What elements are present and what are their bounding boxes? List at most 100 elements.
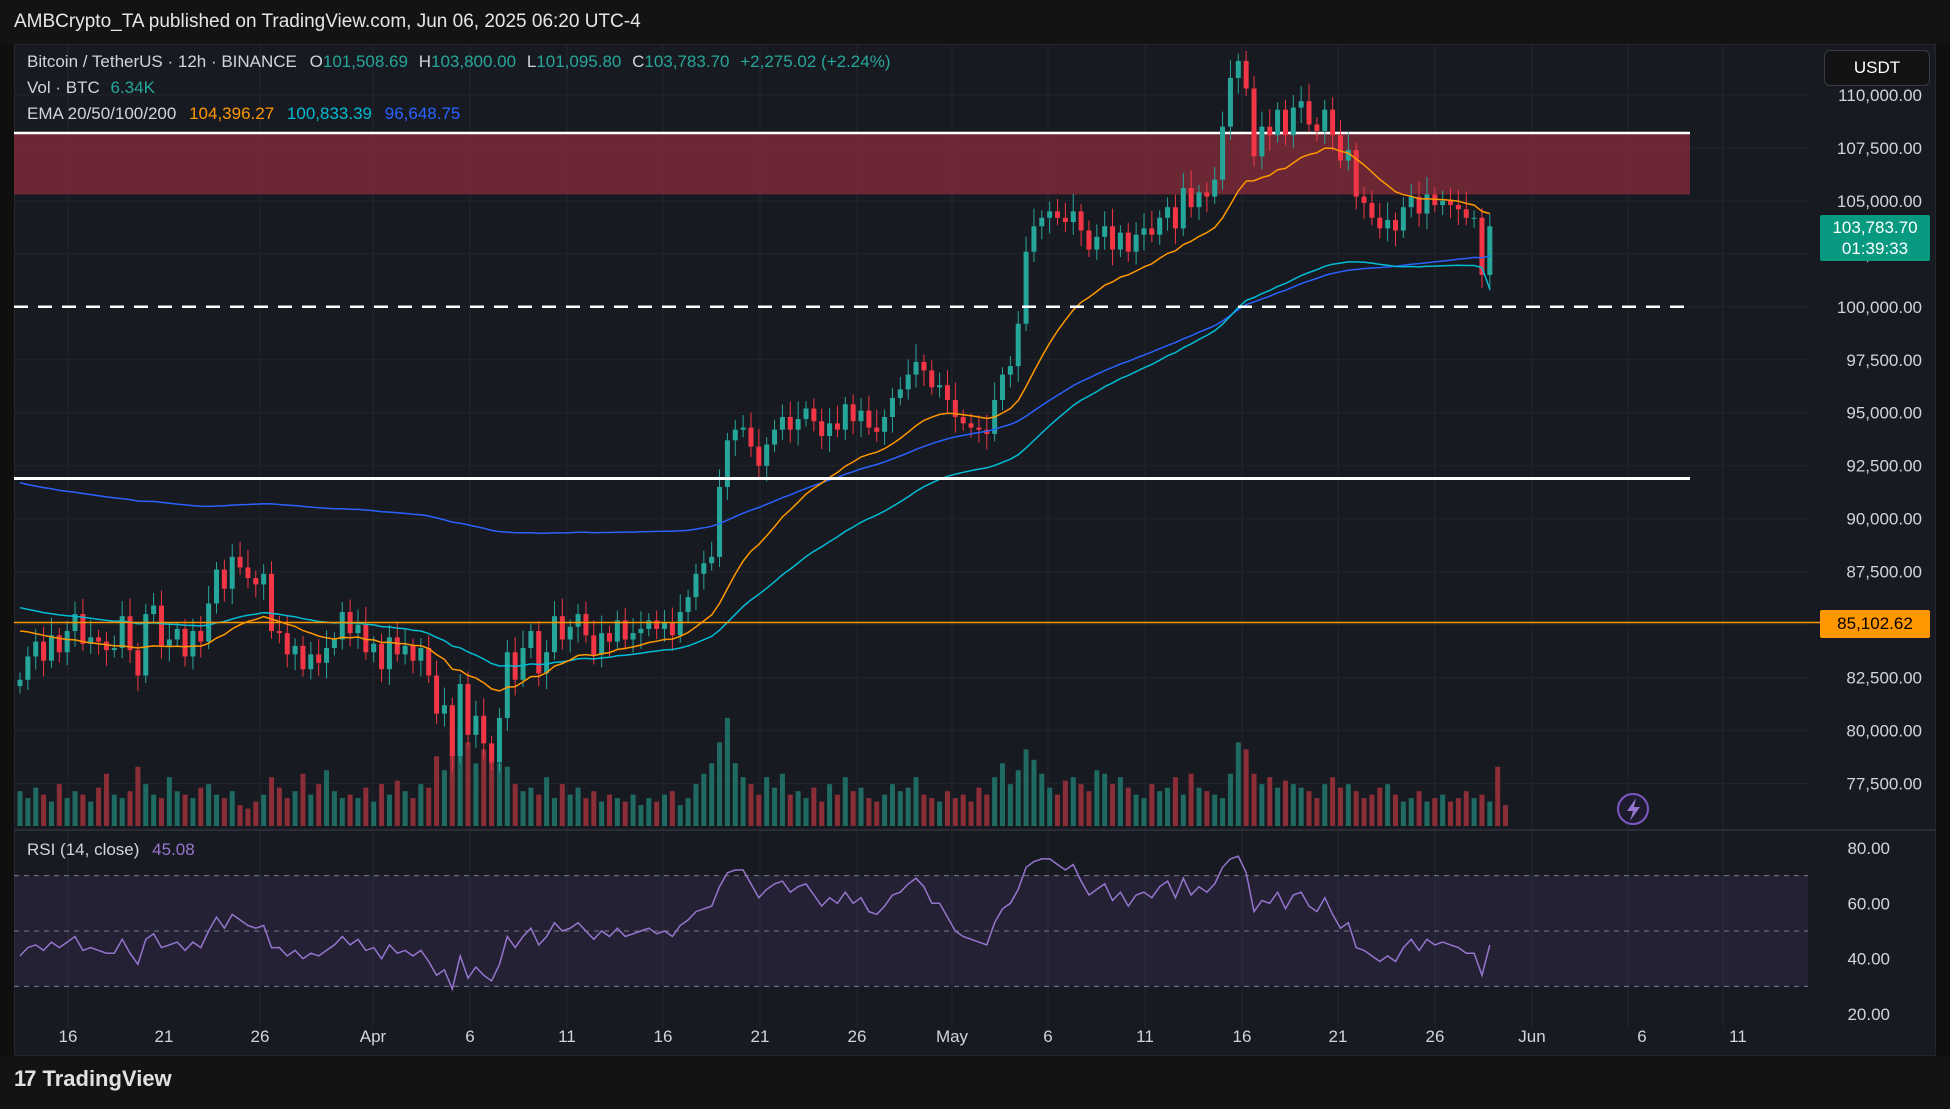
candle-body (253, 578, 259, 585)
volume-bar (536, 794, 542, 826)
candle-body (1377, 217, 1383, 229)
volume-bar (1133, 794, 1139, 826)
candle-body (316, 654, 322, 663)
price-tick-label: 97,500.00 (1846, 351, 1922, 370)
price-tick-label: 90,000.00 (1846, 510, 1922, 529)
volume-bar (1267, 777, 1273, 826)
candle-body (355, 624, 361, 634)
candle-body (842, 404, 848, 430)
volume-bar (724, 717, 730, 826)
volume-bar (756, 794, 762, 826)
candle-body (1007, 366, 1013, 375)
volume-bar (1424, 801, 1430, 826)
volume-bar (913, 777, 919, 826)
currency-button[interactable]: USDT (1824, 50, 1930, 86)
volume-bar (819, 801, 825, 826)
rsi-legend[interactable]: RSI (14, close) 45.08 (27, 840, 195, 860)
symbol-name[interactable]: Bitcoin / TetherUS · 12h · BINANCE (27, 52, 297, 71)
candle-body (1275, 109, 1281, 136)
ema-legend[interactable]: EMA 20/50/100/200 104,396.27 100,833.39 … (27, 104, 460, 124)
volume-bar (1031, 759, 1037, 826)
resistance-zone (14, 131, 1690, 195)
volume-bar (1330, 777, 1336, 826)
volume-bar (292, 791, 298, 826)
candle-body (96, 637, 102, 642)
volume-bar (80, 794, 86, 826)
volume-bar (1393, 794, 1398, 826)
volume-bar (1212, 794, 1218, 826)
volume-bar (1463, 791, 1469, 826)
candle-body (1220, 126, 1226, 180)
ema100-value: 96,648.75 (384, 104, 461, 123)
volume-bar (143, 784, 149, 826)
candle-body (17, 679, 23, 687)
candle-body (913, 361, 919, 375)
volume-bar (151, 794, 157, 826)
price-tick-label: 80,000.00 (1846, 722, 1922, 741)
volume-bar (1471, 798, 1477, 826)
candle-body (1353, 149, 1359, 197)
chart-panel (14, 44, 1936, 1056)
candle-body (292, 645, 298, 655)
volume-bar (551, 798, 557, 826)
volume-bar (56, 784, 62, 826)
volume-bar (441, 770, 447, 826)
candle-body (504, 652, 510, 718)
candle-body (520, 647, 526, 680)
volume-legend[interactable]: Vol · BTC 6.34K (27, 78, 155, 98)
candle-body (662, 622, 668, 629)
volume-bar (1298, 787, 1304, 826)
candle-body (1180, 188, 1186, 229)
ema20-line (19, 147, 1491, 692)
price-tick-label: 77,500.00 (1846, 775, 1922, 794)
resistance-zone-rect (14, 133, 1690, 195)
candle-body (834, 423, 840, 430)
candle-body (1110, 226, 1116, 250)
candle-body (496, 717, 502, 763)
volume-bar (276, 787, 282, 826)
time-tick-label: 21 (751, 1027, 770, 1046)
candle-body (1251, 88, 1257, 157)
volume-bar (1235, 742, 1241, 826)
candle-body (779, 416, 785, 430)
candle-body (1212, 179, 1218, 197)
time-tick-label: 11 (558, 1027, 576, 1046)
volume-bar (1306, 791, 1312, 826)
volume-bar (614, 798, 620, 826)
volume-bar (96, 787, 102, 826)
volume-bar (1369, 794, 1375, 826)
volume-bar (1102, 773, 1108, 826)
volume-bar (622, 801, 628, 826)
volume-bar (1408, 798, 1414, 826)
candle-body (1330, 109, 1336, 136)
candle-body (214, 569, 219, 604)
tradingview-brand[interactable]: 17 TradingView (14, 1066, 172, 1092)
volume-bar (253, 801, 259, 826)
volume-bar (489, 756, 495, 826)
volume-bar (434, 756, 440, 826)
volume-bar (457, 728, 463, 826)
candle-body (1015, 323, 1021, 367)
candle-body (551, 616, 557, 653)
candle-body (25, 656, 31, 680)
candle-body (1337, 135, 1343, 161)
volume-bar (426, 787, 432, 826)
candle-body (284, 633, 290, 655)
volume-bar (103, 773, 109, 826)
candle-body (308, 654, 314, 670)
candle-body (198, 631, 204, 642)
candle-body (1267, 126, 1273, 136)
ema-lines (19, 147, 1491, 692)
rsi-line (19, 855, 1491, 992)
volume-bar (984, 794, 990, 826)
candle-body (64, 631, 70, 653)
candle-body (882, 416, 888, 432)
volume-label: Vol · BTC (27, 78, 100, 97)
candle-body (638, 628, 644, 634)
volume-bar (528, 787, 534, 826)
rsi-label: RSI (14, close) (27, 840, 140, 859)
volume-bar (937, 801, 943, 826)
volume-bar (158, 798, 164, 826)
volume-bar (1149, 784, 1155, 826)
